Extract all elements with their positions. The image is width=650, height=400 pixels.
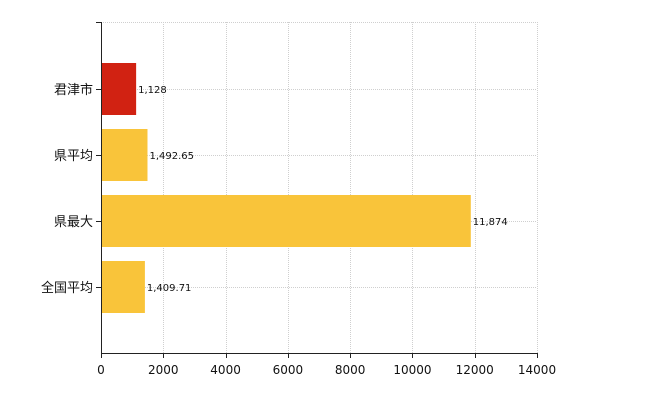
bar-0	[101, 63, 137, 115]
x-tick-label-7: 14000	[518, 363, 556, 377]
x-tick-label-2: 4000	[210, 363, 241, 377]
axes	[96, 22, 538, 358]
category-label-2: 県最大	[54, 215, 93, 230]
data-label-3: 1,409.71	[147, 283, 192, 294]
x-tick-label-6: 12000	[456, 363, 494, 377]
category-label-3: 全国平均	[41, 280, 93, 296]
data-label-1: 1,492.65	[149, 151, 194, 162]
data-label-0: 1,128	[138, 85, 167, 96]
x-tick-label-5: 10000	[393, 363, 431, 377]
bar-1	[101, 129, 148, 181]
bar-3	[101, 261, 145, 313]
x-tick-label-4: 8000	[335, 363, 366, 377]
grid-lines	[101, 22, 538, 353]
x-tick-label-3: 6000	[273, 363, 304, 377]
x-tick-label-1: 2000	[148, 363, 179, 377]
bars	[101, 63, 471, 313]
category-label-0: 君津市	[54, 82, 93, 98]
labels: 0 2000 4000 6000 8000 10000 12000 14000 君津市県平均県最…	[41, 82, 556, 377]
category-label-1: 県平均	[54, 149, 93, 164]
bar-2	[101, 195, 471, 247]
data-label-2: 11,874	[473, 217, 508, 228]
x-tick-label-0: 0	[97, 363, 105, 377]
